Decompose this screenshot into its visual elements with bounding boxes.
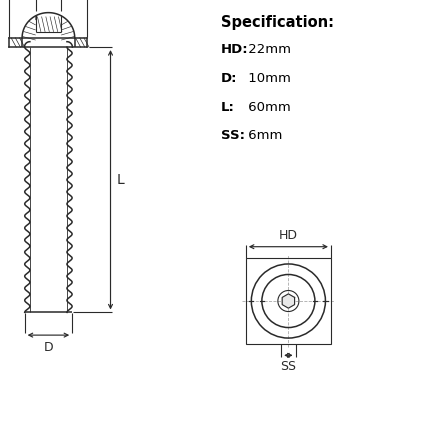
Text: L:: L: [221, 101, 235, 114]
Bar [246, 258, 331, 344]
Text: HD:: HD: [221, 43, 249, 56]
Text: 10mm: 10mm [244, 72, 291, 85]
Polygon shape [282, 294, 295, 308]
Polygon shape [30, 47, 67, 312]
Text: L: L [116, 173, 124, 187]
Text: HD: HD [279, 229, 298, 242]
Text: SS:: SS: [221, 129, 245, 142]
Text: 60mm: 60mm [244, 101, 291, 114]
Polygon shape [22, 13, 75, 38]
Text: SS: SS [280, 360, 296, 373]
Text: D: D [44, 341, 53, 354]
Text: Specification:: Specification: [221, 15, 334, 30]
Text: 22mm: 22mm [244, 43, 291, 56]
Text: 6mm: 6mm [244, 129, 282, 142]
Text: D:: D: [221, 72, 237, 85]
Polygon shape [10, 38, 88, 47]
